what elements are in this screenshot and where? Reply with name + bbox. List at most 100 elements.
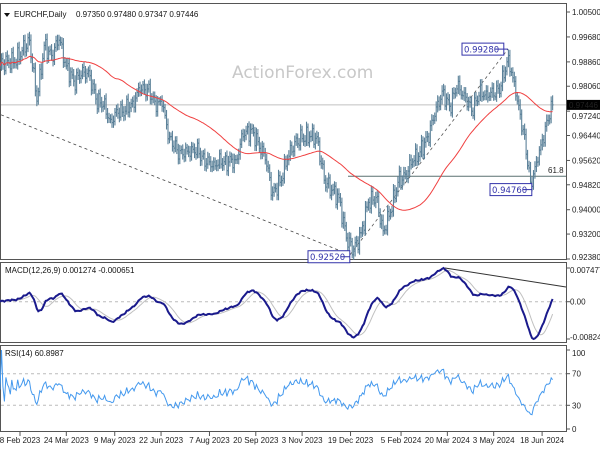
- price-bar: [221, 158, 224, 171]
- price-bar: [497, 79, 500, 94]
- price-bar: [78, 69, 81, 84]
- price-bar: [276, 182, 279, 201]
- date-tick-label: 20 Sep 2023: [233, 436, 279, 445]
- price-bar: [193, 143, 196, 159]
- price-bar: [393, 184, 396, 204]
- macd-pane[interactable]: [0, 266, 567, 341]
- price-bar: [504, 66, 507, 82]
- price-bar: [88, 64, 91, 81]
- date-tick-label: 24 Mar 2023: [44, 436, 89, 445]
- price-bar: [528, 160, 531, 173]
- price-bar: [261, 140, 264, 160]
- recent-low-annotation-label: 0.94760: [492, 186, 527, 196]
- price-bar: [492, 82, 495, 101]
- price-bar: [7, 54, 10, 69]
- price-tick-label: 0.94820: [572, 181, 600, 190]
- current-price-tag-label: 0.97446: [569, 101, 598, 110]
- price-bar: [91, 79, 94, 95]
- price-bar: [94, 83, 97, 105]
- price-bar: [284, 155, 287, 170]
- date-tick-label: 22 Jun 2023: [139, 436, 184, 445]
- price-bar: [124, 105, 127, 121]
- price-bar: [253, 126, 256, 151]
- price-bar: [361, 221, 364, 237]
- price-bar: [103, 95, 106, 110]
- price-bar: [227, 155, 230, 177]
- price-bar: [420, 134, 423, 158]
- price-bar: [433, 112, 436, 124]
- price-bar: [470, 96, 473, 117]
- price-bar: [139, 81, 141, 97]
- price-bar: [472, 107, 475, 119]
- price-bar: [548, 114, 551, 125]
- price-bar: [205, 158, 208, 172]
- price-bar: [200, 150, 203, 166]
- price-bar: [175, 136, 178, 155]
- price-bar: [523, 123, 526, 140]
- price-bar: [522, 125, 525, 135]
- price-bar: [441, 85, 444, 105]
- price-bar: [299, 124, 302, 151]
- price-bar: [199, 147, 202, 167]
- price-bar: [141, 81, 144, 94]
- macd-tick-label: -0.00824: [570, 333, 600, 342]
- price-bar: [153, 91, 156, 106]
- price-bar: [407, 166, 410, 184]
- price-bar: [279, 171, 281, 187]
- price-bar: [208, 153, 211, 166]
- price-bar: [417, 152, 420, 166]
- price-bar: [252, 124, 255, 137]
- price-bar: [281, 172, 284, 186]
- price-bar: [273, 182, 276, 197]
- price-bar: [519, 99, 522, 120]
- price-bar: [419, 146, 421, 162]
- price-bar: [514, 76, 517, 101]
- price-bar: [339, 193, 342, 207]
- price-bar: [436, 95, 439, 113]
- price-bar: [268, 164, 271, 181]
- major-low-annotation-label: 0.92520: [310, 253, 345, 263]
- price-bar: [458, 75, 461, 96]
- price-bar: [172, 140, 175, 154]
- price-bar: [296, 133, 299, 148]
- collapse-triangle-icon[interactable]: [4, 13, 10, 17]
- price-bar: [187, 145, 190, 158]
- price-bar: [118, 107, 121, 123]
- price-bar: [97, 89, 100, 113]
- price-bar: [448, 94, 451, 112]
- price-pane[interactable]: 61.8 0.99280 0.94760 0.92520: [0, 31, 566, 263]
- price-bar: [181, 144, 184, 160]
- price-bar: [416, 144, 419, 167]
- price-bar: [445, 93, 448, 111]
- price-bar: [130, 98, 133, 113]
- price-bar: [424, 131, 427, 148]
- price-bar: [46, 33, 49, 64]
- price-bar: [295, 133, 298, 146]
- price-bar: [321, 157, 324, 170]
- price-bar: [354, 236, 357, 257]
- price-bar: [186, 144, 189, 155]
- price-bar: [526, 149, 529, 170]
- price-bar: [62, 38, 65, 68]
- price-bar: [21, 46, 24, 61]
- price-bar: [197, 138, 200, 159]
- rsi-pane[interactable]: [0, 349, 566, 416]
- price-bar: [164, 103, 167, 119]
- price-bar: [239, 138, 242, 160]
- price-bar: [223, 156, 225, 171]
- price-bar: [190, 141, 193, 161]
- price-bar: [368, 197, 371, 213]
- price-bar: [298, 137, 301, 151]
- price-bar: [503, 65, 505, 83]
- price-bar: [248, 121, 251, 147]
- price-bar: [501, 65, 504, 92]
- price-bar: [6, 50, 9, 66]
- price-bar: [475, 91, 477, 107]
- price-bar: [457, 75, 460, 95]
- price-bar: [330, 184, 333, 201]
- date-tick-label: 3 Nov 2023: [282, 436, 323, 445]
- price-bar: [439, 94, 442, 111]
- macd-tick-label: 0.00: [570, 298, 586, 307]
- price-bar: [421, 136, 424, 160]
- price-bar: [162, 100, 165, 113]
